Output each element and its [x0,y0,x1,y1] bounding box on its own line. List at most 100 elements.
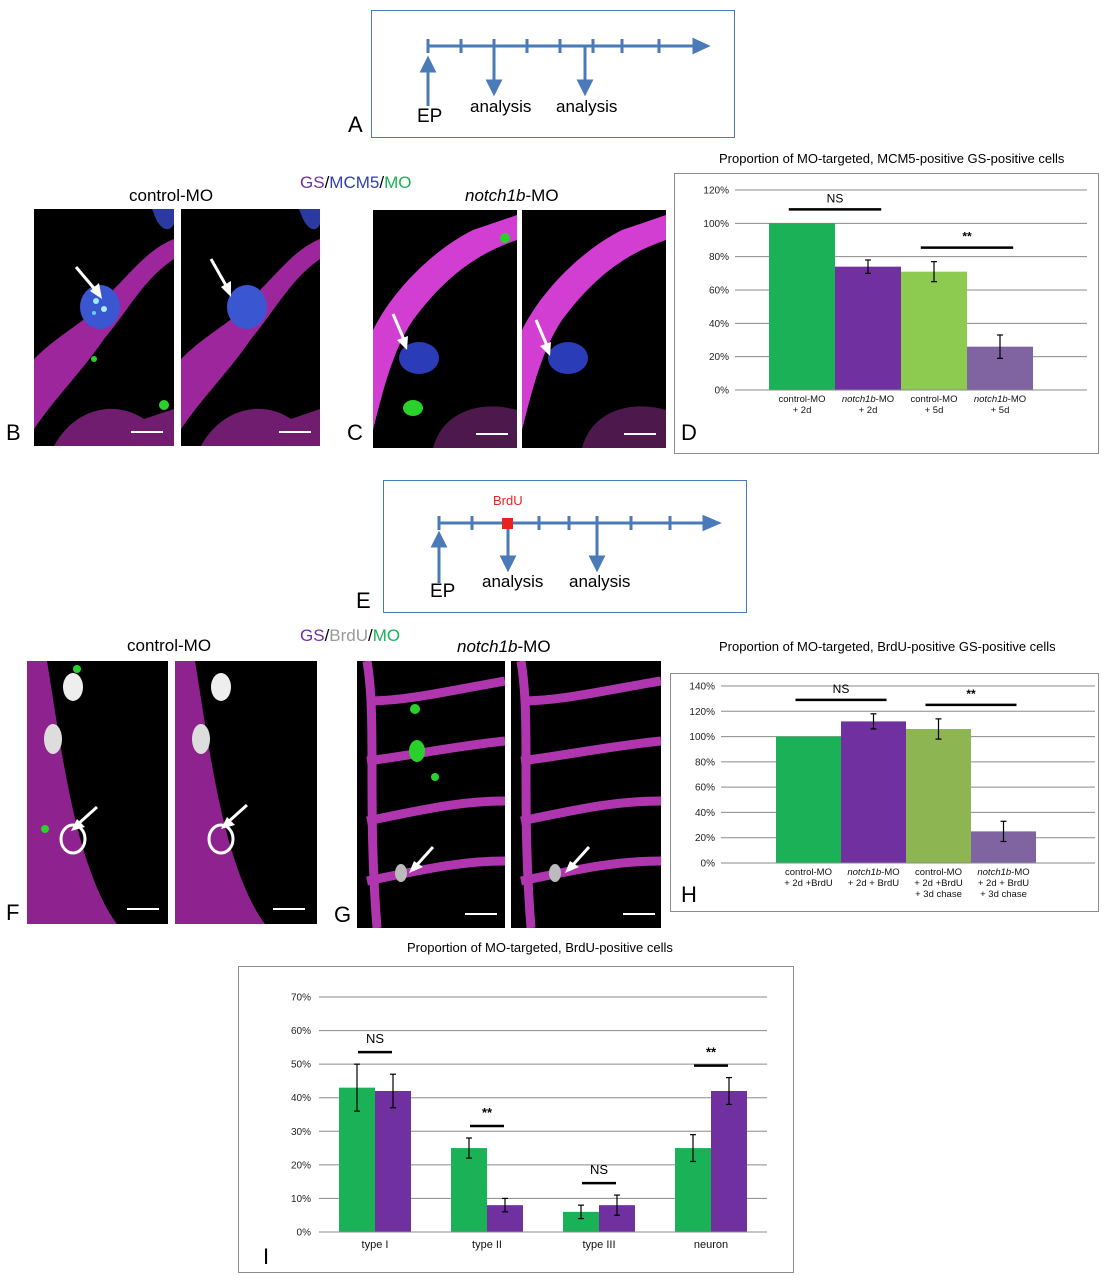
micrograph-g-gs-brdu [511,661,661,928]
notch-gene-name: notch1b [457,637,518,656]
chart-i-frame: 0% 10% 20% 30% 40% 50% 60% 70% type I NS type II **… [238,966,794,1273]
chart-d-svg: 0%20%40%60%80%100%120%control-MO+ 2dnotc… [703,186,1087,416]
timeline-a-arrows [419,37,711,106]
chart-d-title: Proportion of MO-targeted, MCM5-positive… [719,151,1065,166]
notch-suffix: -MO [525,186,559,205]
bar [906,728,971,863]
scalebar [127,908,159,910]
label-notch-mo-mid: notch1b-MO [457,637,551,657]
y-tick-label: 10% [291,1194,311,1205]
bar [769,223,835,390]
timeline-a-analysis-2: analysis [556,97,618,116]
x-tick-label: notch1b-MO [977,867,1029,878]
y-tick-label: 70% [291,993,311,1004]
notch-suffix: -MO [517,637,551,656]
bar [375,1091,411,1232]
y-tick-label: 30% [291,1127,311,1138]
chart-h-frame: 0% 20% 40% 60% 80% 100% 120% 140% control-MO + 2d… [670,673,1099,912]
scalebar [131,431,163,433]
timeline-e-ep-label: EP [430,581,456,602]
panel-letter-h: H [681,882,697,907]
stain-mo: MO [384,173,412,192]
x-tick-label: + 3d chase [980,889,1027,900]
stain-slash-2: / [368,626,373,645]
y-tick-label: 100% [689,732,715,743]
significance-label: ** [962,230,972,244]
x-tick-label: type I [362,1239,389,1251]
significance-label: ** [706,1045,717,1060]
x-tick-label: control-MO [785,867,832,878]
chart-d-frame: 0% 20% 40% 60% 80% 100% 120% control-MO + 2d notc… [674,173,1099,454]
scalebar [476,433,508,435]
panel-letter-f: F [6,900,20,925]
y-tick-label: 0% [701,859,716,870]
micrograph-f-gs-brdu [175,661,317,924]
timeline-a-ep-label: EP [417,106,443,127]
micrograph-c-gs-mcm5 [522,210,666,448]
y-tick-label: 100% [703,219,729,230]
scalebar [623,913,655,915]
chart-i-svg: 0% 10% 20% 30% 40% 50% 60% 70% type I NS type II **… [291,993,767,1251]
significance-label: ** [966,687,976,701]
y-tick-label: 0% [715,386,730,397]
y-tick-label: 0% [297,1228,312,1239]
micrograph-g-merge [357,661,505,928]
scalebar [624,433,656,435]
panel-letter-e: E [356,588,371,613]
x-tick-label: notch1b-MO [847,867,899,878]
timeline-e-arrows [430,514,722,583]
stain-slash-1: / [324,626,330,645]
y-tick-label: 40% [709,319,729,330]
stain-mo: MO [372,626,401,645]
y-tick-label: 50% [291,1060,311,1071]
y-tick-label: 20% [291,1160,311,1171]
y-tick-label: 120% [689,707,715,718]
x-tick-label: control-MO [779,394,826,405]
bar [841,721,906,863]
y-tick-label: 20% [695,833,715,844]
x-tick-label: + 2d +BrdU [914,878,963,889]
stain-legend-top: GS/MCM5/MO [300,173,411,193]
x-tick-label: + 5d [925,405,944,416]
significance-label: ** [482,1105,493,1120]
y-tick-label: 120% [703,186,729,197]
x-tick-label: + 3d chase [915,889,962,900]
bar [451,1148,487,1232]
panel-letter-c: C [347,420,363,445]
x-tick-label: type II [472,1239,502,1251]
micrograph-c-merge [373,210,517,448]
timeline-e-analysis-1: analysis [482,572,544,591]
x-tick-label: notch1b-MO [974,394,1026,405]
significance-label: NS [827,191,844,205]
bar [563,1211,599,1232]
micrograph-b-merge [34,209,174,446]
bar [901,271,967,390]
scalebar [279,431,311,433]
chart-h-title: Proportion of MO-targeted, BrdU-positive… [719,639,1056,654]
x-tick-label: type III [582,1239,615,1251]
y-tick-label: 60% [709,286,729,297]
label-control-mo-mid: control-MO [127,636,212,655]
y-tick-label: 20% [709,352,729,363]
panel-letter-a: A [348,112,363,137]
stain-legend-mid: GS/BrdU/MO [300,626,400,646]
micrograph-b-gs-mcm5 [181,209,320,446]
y-tick-label: 40% [695,808,715,819]
bar [711,1091,747,1232]
x-tick-label: neuron [694,1239,728,1251]
x-tick-label: control-MO [915,867,962,878]
x-tick-label: + 2d [859,405,878,416]
panel-letter-g: G [334,902,352,927]
panel-letter-b: B [6,420,21,445]
x-tick-label: notch1b-MO [842,394,894,405]
stain-slash-1: / [324,173,330,192]
label-control-mo-top: control-MO [129,186,214,205]
notch-gene-name: notch1b [465,186,526,205]
significance-label: NS [590,1162,608,1177]
chart-i-title: Proportion of MO-targeted, BrdU-positive… [407,940,673,955]
x-tick-label: control-MO [911,394,958,405]
y-tick-label: 80% [695,757,715,768]
stain-gs: GS [300,626,325,645]
label-notch-mo-top: notch1b-MO [465,186,559,206]
stain-mcm5: MCM5 [329,173,380,192]
